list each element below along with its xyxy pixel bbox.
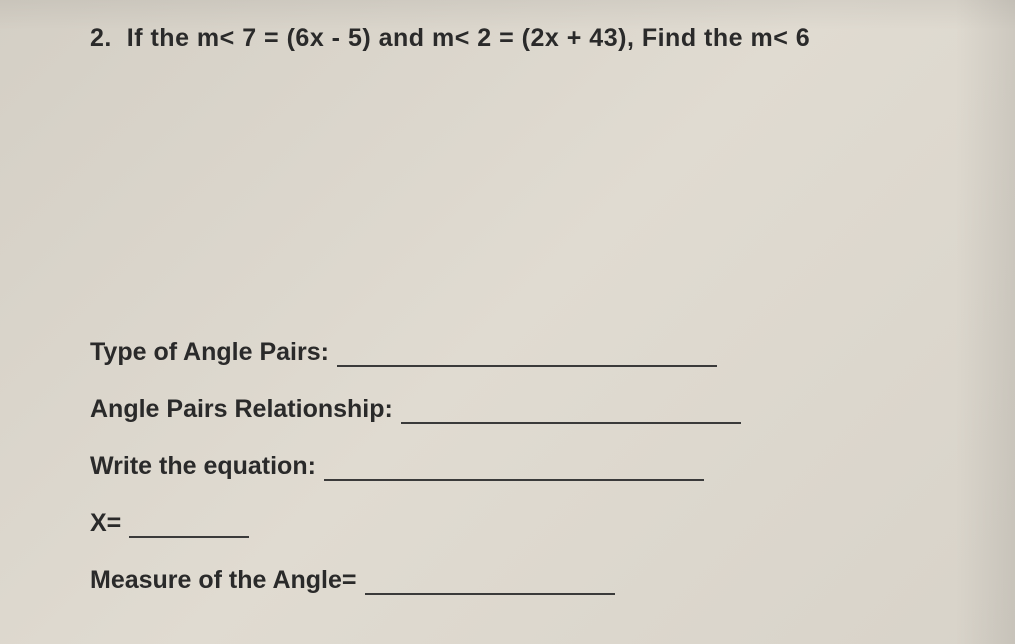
answer-measure: Measure of the Angle= xyxy=(90,566,955,595)
measure-label: Measure of the Angle= xyxy=(90,566,357,595)
equation-blank[interactable] xyxy=(324,455,704,481)
worksheet-page: 2. If the m< 7 = (6x - 5) and m< 2 = (2x… xyxy=(0,0,1015,644)
question-body: If the m< 7 = (6x - 5) and m< 2 = (2x + … xyxy=(127,24,810,52)
relationship-blank[interactable] xyxy=(401,398,741,424)
answer-relationship: Angle Pairs Relationship: xyxy=(90,395,955,424)
x-blank[interactable] xyxy=(129,512,249,538)
x-label: X= xyxy=(90,509,121,538)
measure-blank[interactable] xyxy=(365,569,615,595)
relationship-label: Angle Pairs Relationship: xyxy=(90,395,393,424)
type-blank[interactable] xyxy=(337,341,717,367)
answer-type-pairs: Type of Angle Pairs: xyxy=(90,338,955,367)
question-number: 2. xyxy=(90,24,112,52)
answer-x: X= xyxy=(90,509,955,538)
answer-equation: Write the equation: xyxy=(90,452,955,481)
equation-label: Write the equation: xyxy=(90,452,316,481)
question-text: 2. If the m< 7 = (6x - 5) and m< 2 = (2x… xyxy=(90,20,955,58)
type-label: Type of Angle Pairs: xyxy=(90,338,329,367)
